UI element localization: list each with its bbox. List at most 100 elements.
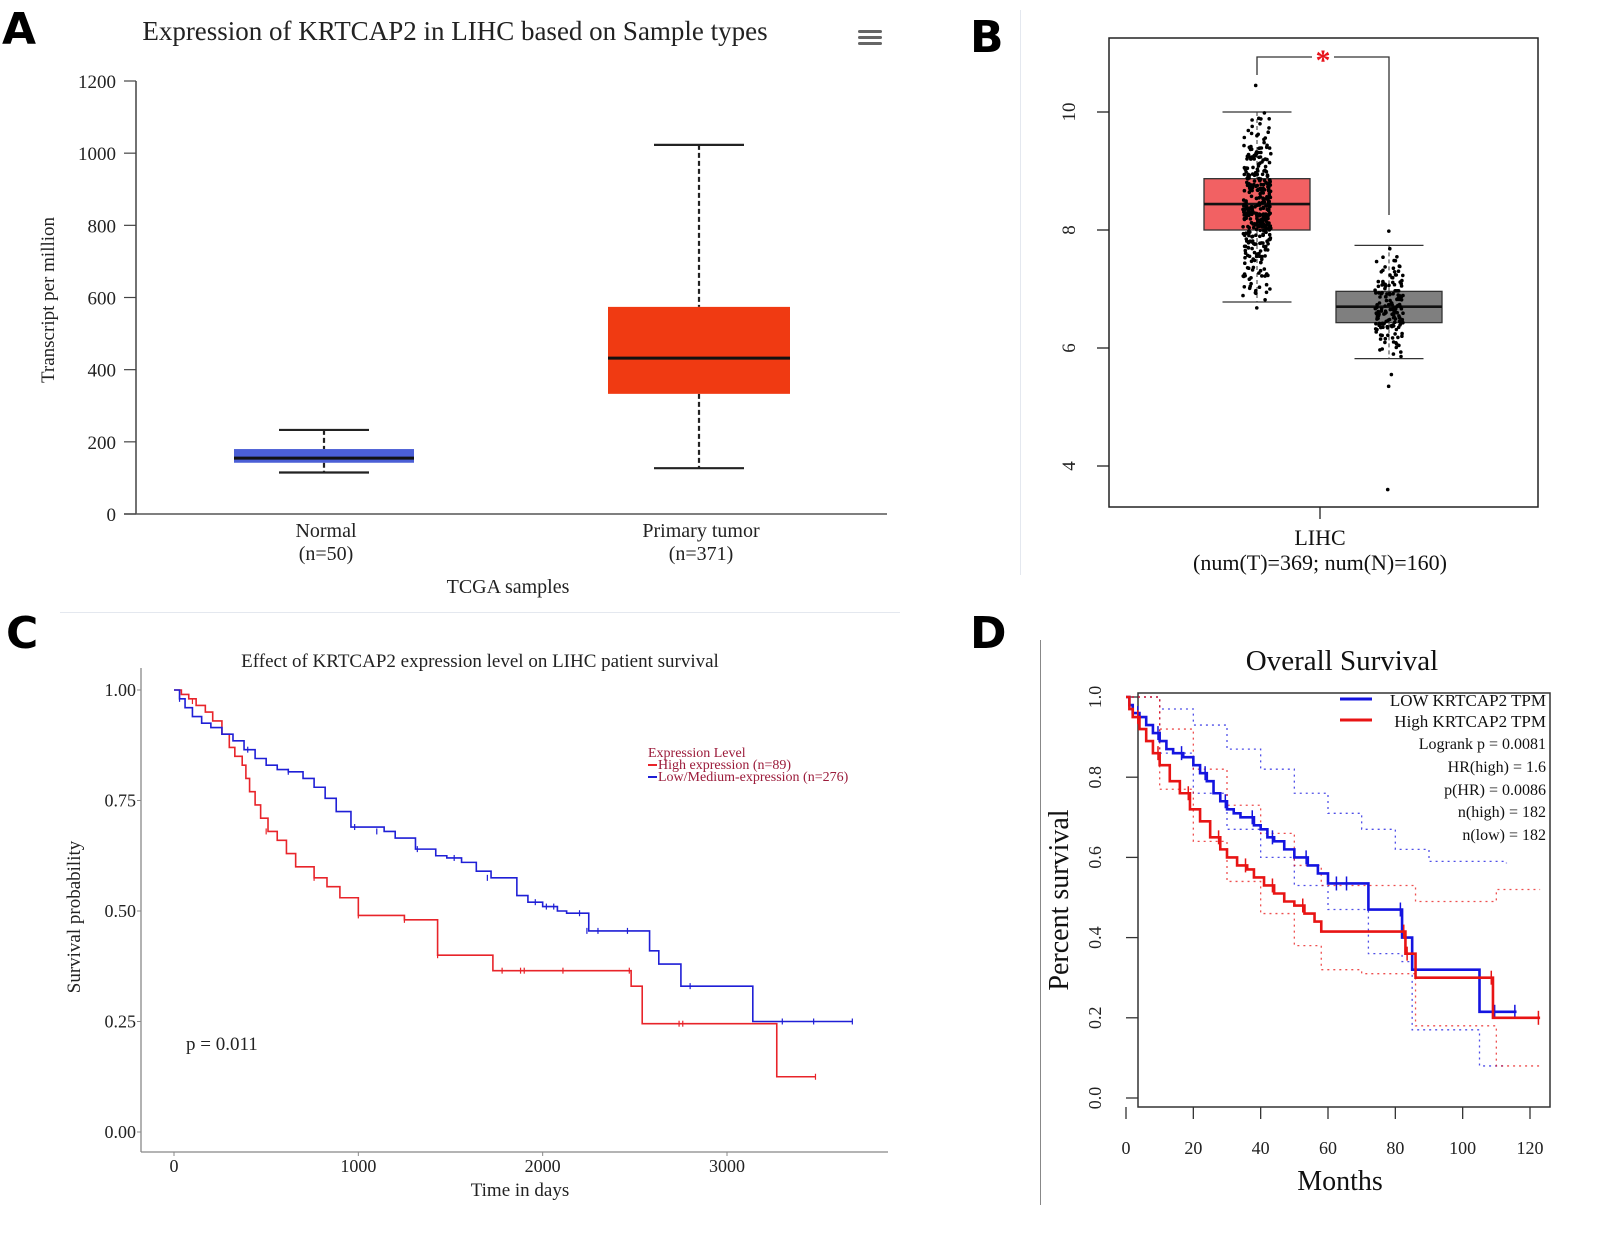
- chart-b-point: [1267, 126, 1271, 130]
- chart-b-point: [1386, 325, 1390, 330]
- chart-d-ci-upper-high: [1126, 696, 1541, 903]
- chart-b-point: [1267, 212, 1271, 216]
- chart-a-ytick-label: 0: [107, 505, 117, 526]
- chart-b-point: [1260, 225, 1265, 229]
- chart-c-xtick-label: 2000: [525, 1156, 561, 1176]
- hamburger-menu-icon[interactable]: [858, 28, 884, 48]
- chart-b-point: [1267, 183, 1272, 187]
- chart-b-point: [1391, 352, 1396, 356]
- chart-b-point: [1258, 191, 1262, 196]
- chart-b-point: [1258, 218, 1262, 223]
- chart-b-point: [1245, 157, 1249, 161]
- chart-b-point: [1401, 311, 1405, 316]
- chart-b-point: [1387, 291, 1392, 296]
- chart-b-point: [1398, 264, 1402, 269]
- chart-b-point: [1248, 284, 1252, 289]
- chart-b-point: [1247, 225, 1251, 230]
- chart-b-point: [1376, 279, 1381, 284]
- chart-b-point: [1383, 336, 1388, 341]
- chart-b-point: [1251, 165, 1255, 170]
- chart-b-point: [1375, 317, 1379, 321]
- chart-b-point: [1396, 325, 1401, 330]
- chart-b-point: [1242, 285, 1247, 289]
- chart-b-point: [1247, 185, 1252, 190]
- chart-d-ytick-label: 0.0: [1085, 1087, 1105, 1110]
- chart-b-point: [1258, 178, 1262, 183]
- chart-d-ytick-label: 0.4: [1085, 926, 1105, 949]
- chart-b-point: [1245, 166, 1250, 170]
- chart-d-title: Overall Survival: [1246, 645, 1438, 677]
- chart-b-point: [1255, 220, 1260, 225]
- chart-b-box-group-normal: [1335, 229, 1443, 492]
- chart-b-point: [1241, 207, 1245, 212]
- chart-b-outlier: [1385, 487, 1390, 492]
- chart-d-xtick-label: 100: [1449, 1138, 1476, 1158]
- chart-b-point: [1255, 167, 1260, 171]
- chart-b-point: [1256, 225, 1260, 229]
- chart-b-point: [1264, 169, 1269, 174]
- chart-c-pvalue: p = 0.011: [186, 1034, 258, 1055]
- chart-b-point: [1400, 334, 1404, 339]
- chart-b-point: [1243, 244, 1248, 249]
- chart-c-curve-high: [174, 689, 816, 1078]
- chart-b-point: [1391, 280, 1395, 285]
- chart-b-point: [1250, 118, 1254, 122]
- chart-b-point: [1259, 241, 1264, 245]
- chart-b-point: [1259, 146, 1264, 150]
- chart-b-point: [1259, 260, 1263, 265]
- chart-b-point: [1254, 184, 1258, 189]
- chart-c-ytick-label: 1.00: [105, 680, 137, 700]
- chart-b-point: [1244, 237, 1249, 241]
- chart-b-point: [1393, 332, 1397, 336]
- chart-d-stat-phr: p(HR) = 0.0086: [1444, 782, 1546, 799]
- chart-b-point: [1377, 291, 1381, 295]
- chart-b-point: [1244, 200, 1248, 205]
- chart-d-xtick-label: 20: [1184, 1138, 1202, 1158]
- chart-d-ytick-label: 0.6: [1085, 846, 1105, 869]
- chart-b-point: [1392, 258, 1396, 263]
- chart-b-outlier: [1386, 384, 1391, 389]
- chart-b-point: [1267, 160, 1272, 165]
- chart-b-point: [1390, 275, 1394, 280]
- chart-b-point: [1249, 210, 1254, 215]
- chart-b-point: [1387, 317, 1392, 322]
- chart-b-point: [1264, 215, 1268, 219]
- chart-a-ytick-label: 200: [88, 433, 117, 454]
- chart-b-point: [1249, 194, 1254, 199]
- chart-d-xtick-label: 40: [1252, 1138, 1270, 1158]
- chart-a-ytick-label: 1000: [78, 144, 116, 165]
- chart-b-point: [1257, 213, 1262, 218]
- chart-b-point: [1395, 254, 1399, 259]
- chart-b-point: [1375, 327, 1379, 332]
- chart-b-point: [1255, 252, 1259, 257]
- chart-b-point: [1250, 235, 1254, 239]
- chart-b-point: [1261, 222, 1266, 226]
- chart-b-point: [1264, 282, 1269, 287]
- chart-b-ytick-label: 6: [1059, 343, 1080, 353]
- panel-letter-c: C: [6, 608, 39, 659]
- chart-b-point: [1252, 222, 1257, 226]
- chart-b-point: [1388, 298, 1392, 303]
- chart-b-point: [1263, 245, 1268, 250]
- chart-a-xlabel: TCGA samples: [447, 576, 570, 598]
- chart-b-point: [1259, 182, 1263, 187]
- chart-a-ytick-label: 600: [88, 289, 117, 310]
- chart-a-ytick-label: 400: [88, 361, 117, 382]
- chart-a-ytick-label: 1200: [78, 72, 116, 93]
- chart-b-point: [1256, 164, 1261, 168]
- chart-b-point: [1377, 313, 1381, 317]
- chart-d-stat-logrank: Logrank p = 0.0081: [1419, 736, 1546, 753]
- chart-b-outlier: [1387, 229, 1391, 233]
- chart-b-point: [1374, 259, 1379, 264]
- chart-a-xtick-label: Normal: [295, 520, 357, 542]
- panel-letter-a: A: [2, 4, 37, 55]
- chart-b-point: [1392, 312, 1396, 317]
- chart-b-point: [1378, 348, 1382, 352]
- chart-b-point: [1379, 270, 1384, 274]
- chart-b-frame: [1108, 37, 1539, 508]
- chart-c-title: Effect of KRTCAP2 expression level on LI…: [241, 651, 719, 672]
- chart-b-point: [1381, 325, 1385, 330]
- chart-b-point: [1250, 124, 1254, 129]
